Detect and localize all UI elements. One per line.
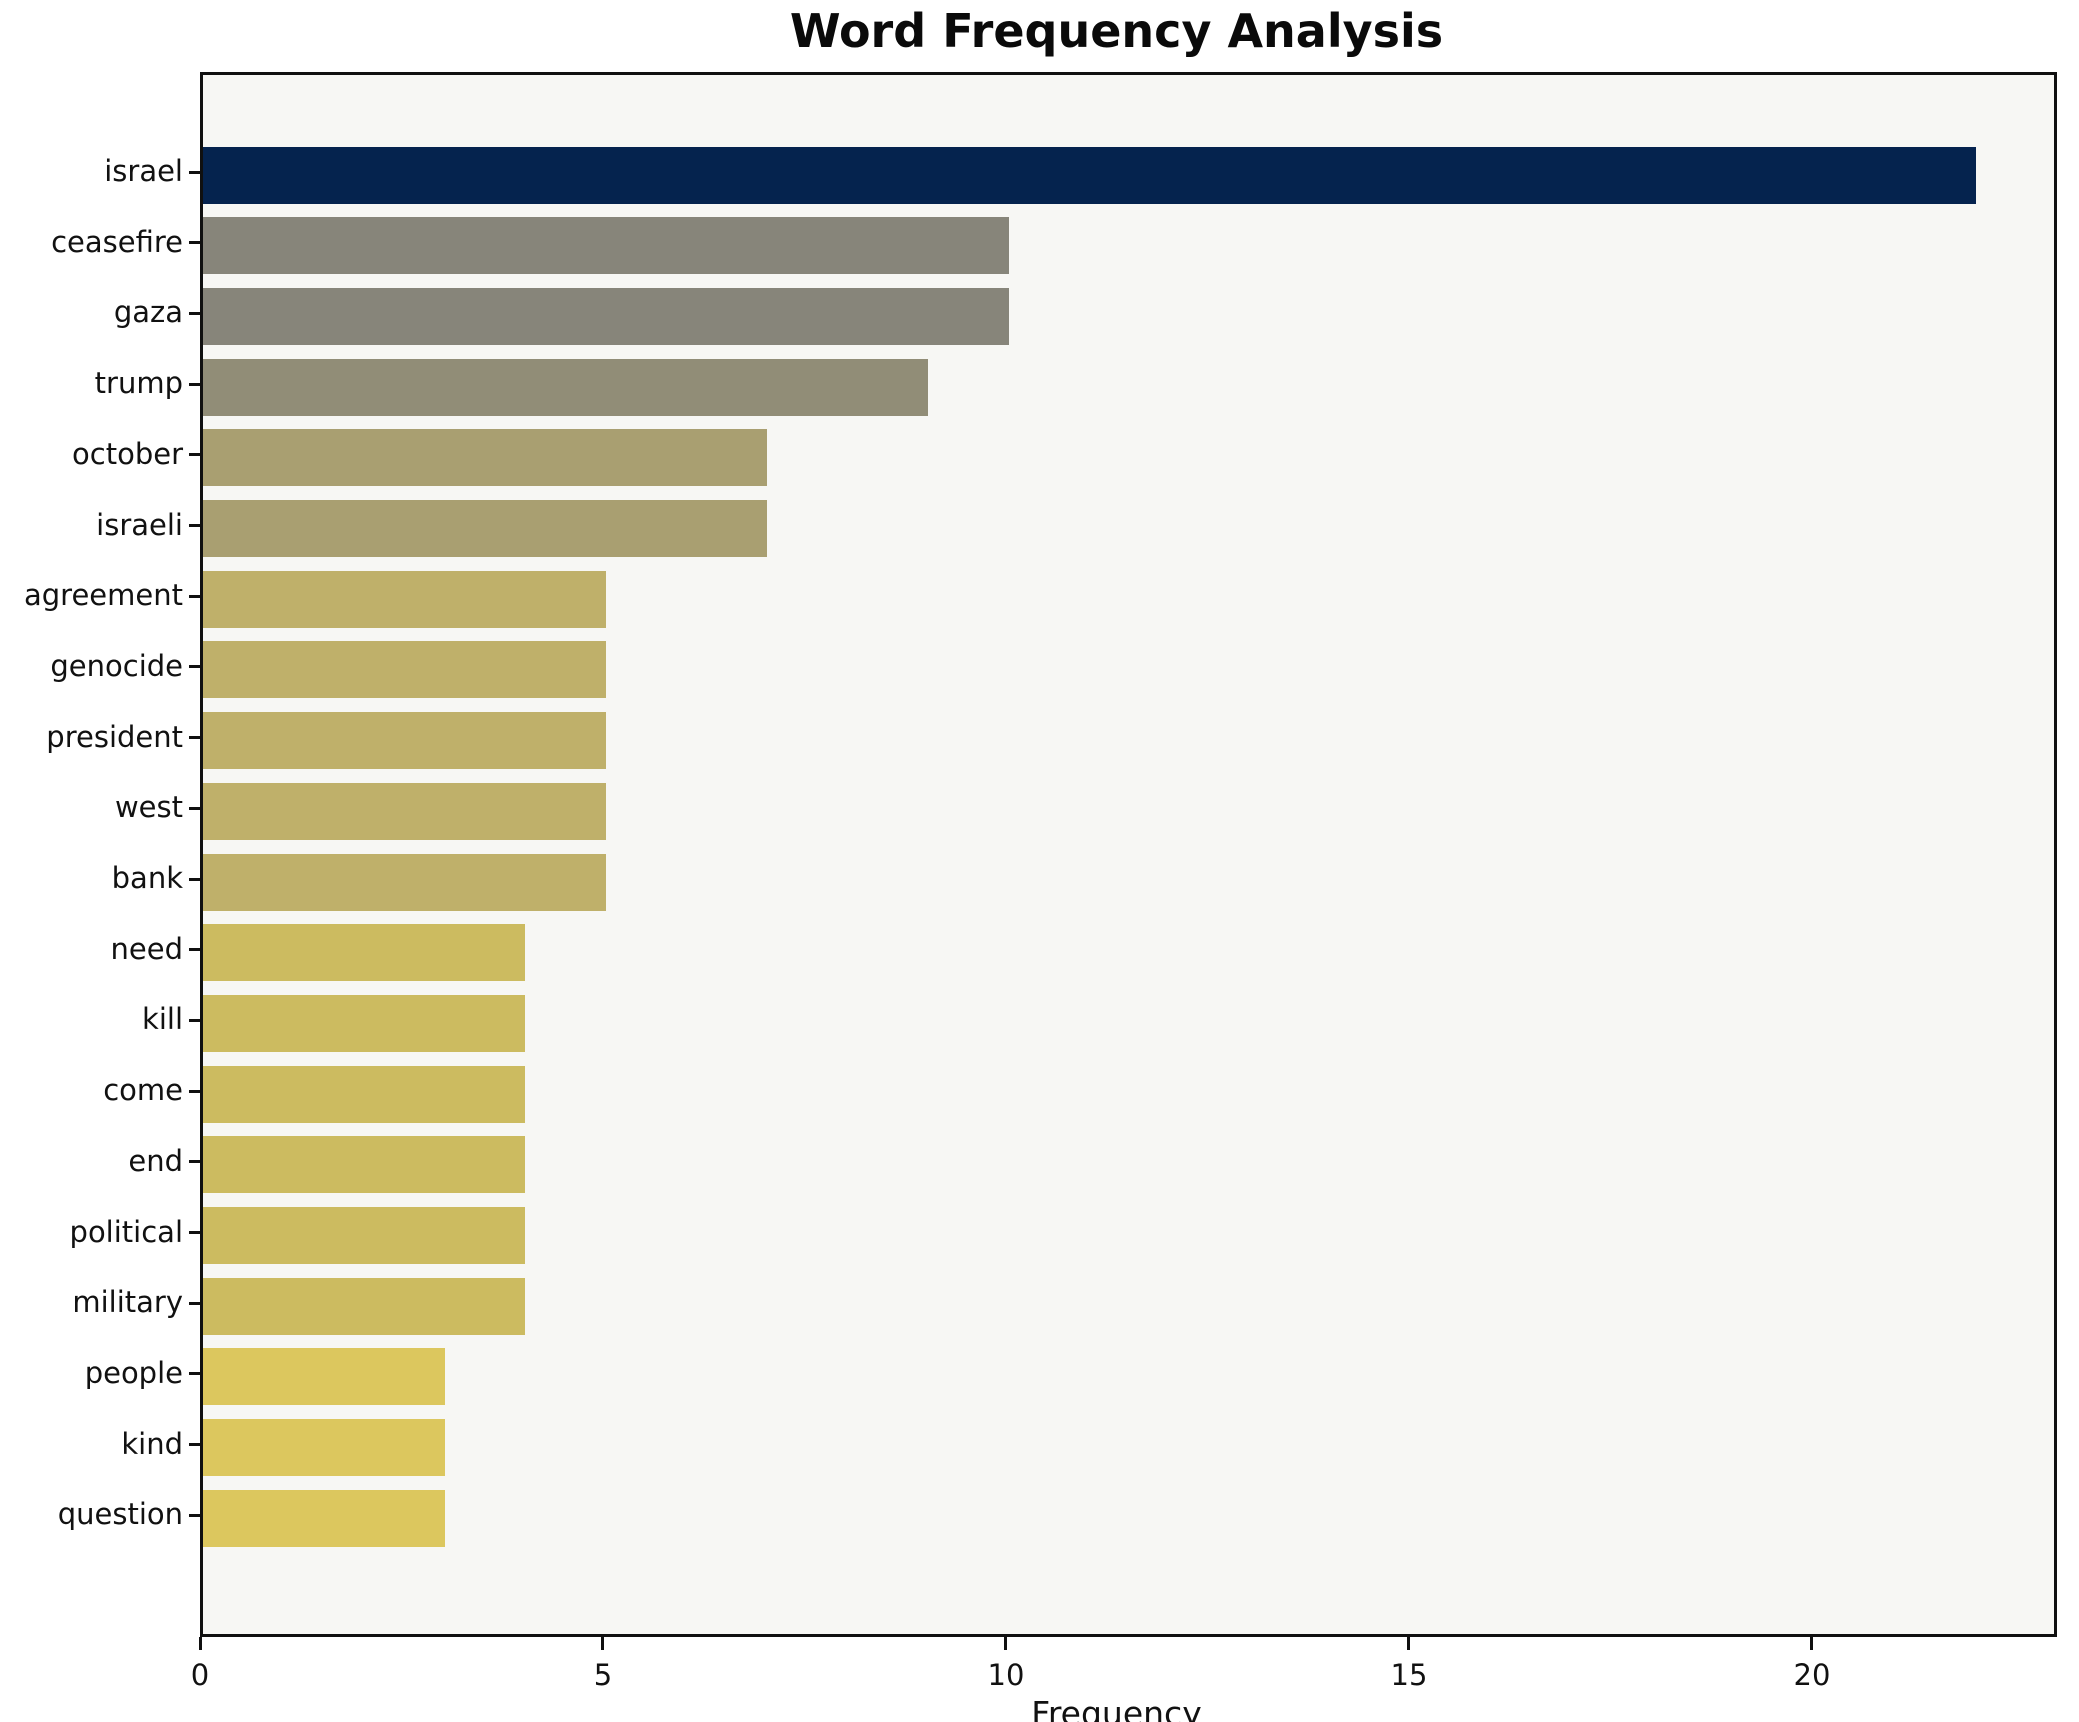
y-tick-label-bank: bank: [111, 861, 183, 895]
y-tick-label-agreement: agreement: [24, 578, 183, 613]
x-tick-mark: [198, 1637, 202, 1650]
y-tick-mark: [189, 241, 200, 245]
bar-israel: [203, 146, 1976, 204]
chart-title: Word Frequency Analysis: [789, 4, 1444, 58]
bar-people: [203, 1348, 445, 1406]
x-tick-label-5: 5: [593, 1658, 613, 1692]
y-tick-label-president: president: [46, 719, 183, 754]
bar-agreement: [203, 570, 606, 628]
bar-trump: [203, 358, 928, 416]
y-tick-mark: [189, 806, 200, 810]
bar-come: [203, 1065, 525, 1123]
x-tick-label-15: 15: [1390, 1658, 1428, 1692]
y-tick-mark: [189, 524, 200, 527]
y-tick-label-kind: kind: [121, 1426, 183, 1461]
bar-question: [203, 1489, 445, 1547]
x-tick-mark: [1004, 1637, 1008, 1650]
y-tick-mark: [189, 948, 200, 952]
y-tick-label-end: end: [128, 1143, 183, 1178]
x-tick-label-10: 10: [987, 1658, 1025, 1692]
plot-area: [200, 72, 2057, 1637]
bar-october: [203, 429, 767, 487]
bar-israeli: [203, 500, 767, 557]
y-tick-mark: [189, 1372, 200, 1376]
y-tick-mark: [189, 1513, 200, 1517]
bar-genocide: [203, 641, 606, 699]
y-tick-mark: [189, 170, 200, 174]
y-tick-label-genocide: genocide: [50, 648, 183, 683]
y-tick-label-october: october: [72, 436, 183, 471]
y-tick-mark: [189, 382, 200, 386]
y-tick-mark: [189, 1231, 200, 1234]
y-tick-mark: [189, 665, 200, 669]
y-tick-label-question: question: [57, 1497, 183, 1532]
bar-political: [203, 1207, 525, 1264]
y-tick-label-west: west: [114, 790, 183, 825]
y-tick-mark: [189, 736, 200, 740]
y-tick-label-trump: trump: [94, 366, 183, 401]
y-tick-label-political: political: [69, 1214, 183, 1249]
bar-kind: [203, 1419, 445, 1477]
y-tick-mark: [189, 1443, 200, 1447]
y-tick-mark: [189, 1160, 200, 1164]
bar-gaza: [203, 287, 1009, 345]
x-tick-mark: [1810, 1637, 1814, 1650]
y-tick-mark: [189, 453, 200, 457]
bar-bank: [203, 853, 606, 911]
y-tick-label-need: need: [110, 931, 183, 966]
bar-ceasefire: [203, 217, 1009, 275]
y-tick-label-military: military: [72, 1285, 183, 1320]
bar-west: [203, 782, 606, 840]
x-tick-mark: [1407, 1637, 1411, 1650]
y-tick-label-gaza: gaza: [113, 295, 183, 330]
y-tick-mark: [189, 311, 200, 315]
bar-end: [203, 1136, 525, 1194]
y-tick-label-kill: kill: [142, 1002, 183, 1037]
x-tick-label-20: 20: [1793, 1658, 1831, 1692]
y-tick-mark: [189, 594, 200, 598]
bar-kill: [203, 994, 525, 1052]
y-tick-mark: [189, 1089, 200, 1093]
y-tick-label-israel: israel: [104, 154, 183, 188]
bar-military: [203, 1277, 525, 1335]
y-tick-label-come: come: [103, 1073, 183, 1108]
x-tick-mark: [601, 1637, 605, 1650]
bar-president: [203, 712, 606, 770]
x-tick-label-0: 0: [190, 1658, 210, 1692]
bar-need: [203, 924, 525, 982]
y-tick-label-people: people: [84, 1355, 183, 1390]
y-tick-mark: [189, 877, 200, 881]
y-tick-label-israeli: israeli: [96, 507, 183, 542]
y-tick-mark: [189, 1301, 200, 1305]
y-tick-mark: [189, 1018, 200, 1022]
y-tick-label-ceasefire: ceasefire: [51, 224, 183, 259]
x-axis-label: Frequency: [1031, 1694, 1202, 1722]
